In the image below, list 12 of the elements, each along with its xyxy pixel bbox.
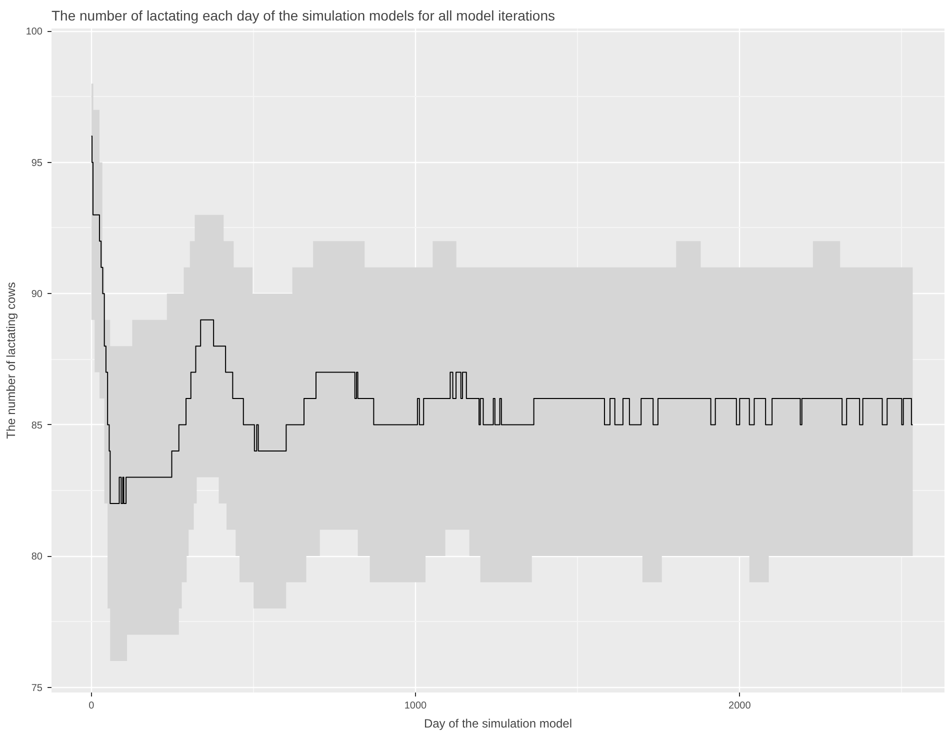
y-axis-title: The number of lactating cows xyxy=(4,282,18,439)
y-tick-label: 100 xyxy=(26,26,43,38)
x-tick-label: 0 xyxy=(88,700,95,712)
x-tick-label: 1000 xyxy=(404,700,428,712)
x-tick-label: 2000 xyxy=(728,700,752,712)
chart-title: The number of lactating each day of the simulation models for all model iterations xyxy=(52,8,555,24)
x-axis-title: Day of the simulation model xyxy=(424,716,572,730)
y-tick-label: 95 xyxy=(31,158,43,169)
y-tick-label: 75 xyxy=(31,682,43,694)
y-tick-label: 80 xyxy=(31,552,43,563)
y-tick-label: 90 xyxy=(31,289,43,300)
y-tick-label: 85 xyxy=(31,420,43,432)
